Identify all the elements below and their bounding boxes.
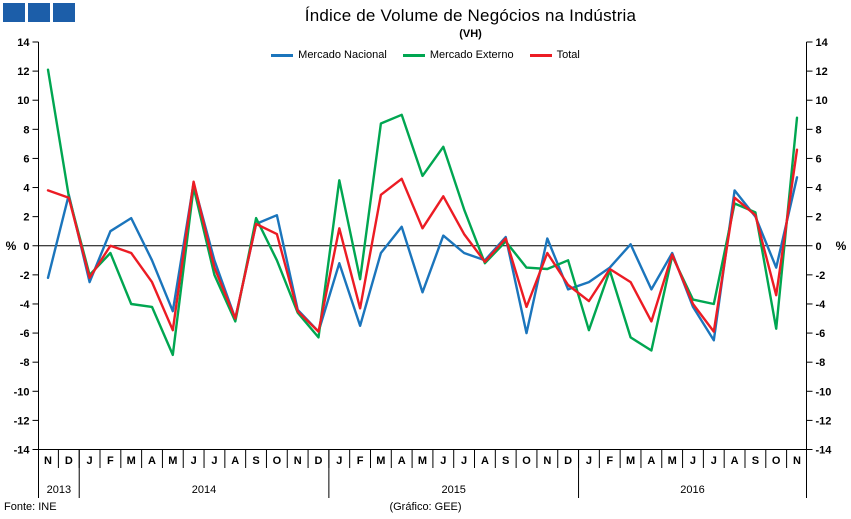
month-label: J [336, 455, 342, 467]
y-tick-label: 8 [816, 124, 822, 136]
month-label: M [626, 455, 635, 467]
y-tick-label: -10 [14, 386, 30, 398]
legend-line-swatch [271, 53, 294, 57]
month-label: N [543, 455, 551, 467]
month-label: M [376, 455, 385, 467]
y-tick-label: -6 [20, 328, 30, 340]
y-tick-label: 14 [816, 37, 829, 49]
y-tick-label: 4 [816, 183, 823, 195]
y-tick-label: -14 [816, 445, 833, 457]
legend-item-total: Total [529, 49, 580, 61]
legend-label: Mercado Nacional [298, 49, 387, 61]
month-label: D [65, 455, 73, 467]
y-tick-label: -2 [20, 270, 30, 282]
y-tick-label: 10 [816, 95, 828, 107]
y-tick-label: 0 [23, 241, 29, 253]
month-label: A [231, 455, 239, 467]
y-tick-label: 12 [816, 66, 828, 78]
year-label: 2016 [680, 484, 704, 496]
axes [32, 41, 813, 498]
month-label: S [752, 455, 759, 467]
y-tick-label: -8 [816, 357, 826, 369]
month-label: D [564, 455, 572, 467]
month-label: A [647, 455, 655, 467]
month-label: J [87, 455, 93, 467]
month-label: O [772, 455, 781, 467]
month-label: J [586, 455, 592, 467]
logo-square [53, 3, 75, 22]
legend-line-swatch [402, 53, 425, 57]
y-tick-label: 8 [23, 124, 29, 136]
y-tick-label: 6 [23, 153, 29, 165]
month-label: O [273, 455, 282, 467]
month-label: J [211, 455, 217, 467]
y-tick-label: 4 [23, 183, 30, 195]
year-label: 2013 [47, 484, 71, 496]
logo-square [28, 3, 50, 22]
credit-note: (Gráfico: GEE) [389, 501, 462, 513]
month-label: F [107, 455, 114, 467]
y-tick-label: 2 [23, 212, 29, 224]
y-tick-label: 14 [17, 37, 30, 49]
y-tick-label: -14 [14, 445, 31, 457]
month-label: S [252, 455, 259, 467]
month-label: A [398, 455, 406, 467]
y-tick-label: -2 [816, 270, 826, 282]
logo-square [3, 3, 25, 22]
month-label: J [440, 455, 446, 467]
month-label: N [793, 455, 801, 467]
series-line-mercado-nacional [46, 176, 799, 342]
legend-item-mercado-externo: Mercado Externo [402, 49, 514, 61]
chart-legend: Mercado Nacional Mercado Externo Total [0, 49, 851, 61]
month-label: J [191, 455, 197, 467]
series-line-total [46, 148, 799, 333]
y-tick-label: -12 [14, 415, 30, 427]
month-label: A [481, 455, 489, 467]
y-tick-label: 10 [17, 95, 29, 107]
month-label: M [418, 455, 427, 467]
month-label: F [606, 455, 613, 467]
month-label: N [294, 455, 302, 467]
month-label: A [731, 455, 739, 467]
legend-label: Total [556, 49, 580, 61]
month-label: D [314, 455, 322, 467]
source-note: Fonte: INE [4, 501, 57, 513]
chart-title: Índice de Volume de Negócios na Indústri… [304, 6, 637, 25]
month-label: M [168, 455, 177, 467]
month-label: J [690, 455, 696, 467]
y-axis-title-right: % [836, 239, 847, 253]
month-label: J [461, 455, 467, 467]
y-tick-label: -6 [816, 328, 826, 340]
chart-subtitle: (VH) [459, 28, 482, 40]
series-line-mercado-externo [46, 68, 799, 357]
axis-labels: 14 14 12 12 10 10 8 8 6 6 4 4 2 2 0 0 -2 -2 -4 -4 -6 -6 -8 -8 -1… [6, 37, 847, 496]
y-tick-label: -4 [20, 299, 31, 311]
logo [3, 3, 75, 22]
y-tick-label: 6 [816, 153, 822, 165]
y-tick-label: -10 [816, 386, 832, 398]
month-label: F [357, 455, 364, 467]
y-axis-title-left: % [6, 239, 17, 253]
month-label: J [711, 455, 717, 467]
year-label: 2015 [441, 484, 465, 496]
series-lines [46, 68, 799, 357]
legend-item-mercado-nacional: Mercado Nacional [271, 49, 387, 61]
y-tick-label: 12 [17, 66, 29, 78]
month-label: A [148, 455, 156, 467]
y-tick-label: -12 [816, 415, 832, 427]
legend-label: Mercado Externo [429, 49, 514, 61]
month-label: O [522, 455, 531, 467]
month-label: M [127, 455, 136, 467]
year-label: 2014 [192, 484, 216, 496]
legend-line-swatch [529, 53, 552, 57]
y-tick-label: 2 [816, 212, 822, 224]
y-tick-label: 0 [816, 241, 822, 253]
month-label: M [668, 455, 677, 467]
month-label: N [44, 455, 52, 467]
y-tick-label: -8 [20, 357, 30, 369]
y-tick-label: -4 [816, 299, 827, 311]
month-label: S [502, 455, 509, 467]
